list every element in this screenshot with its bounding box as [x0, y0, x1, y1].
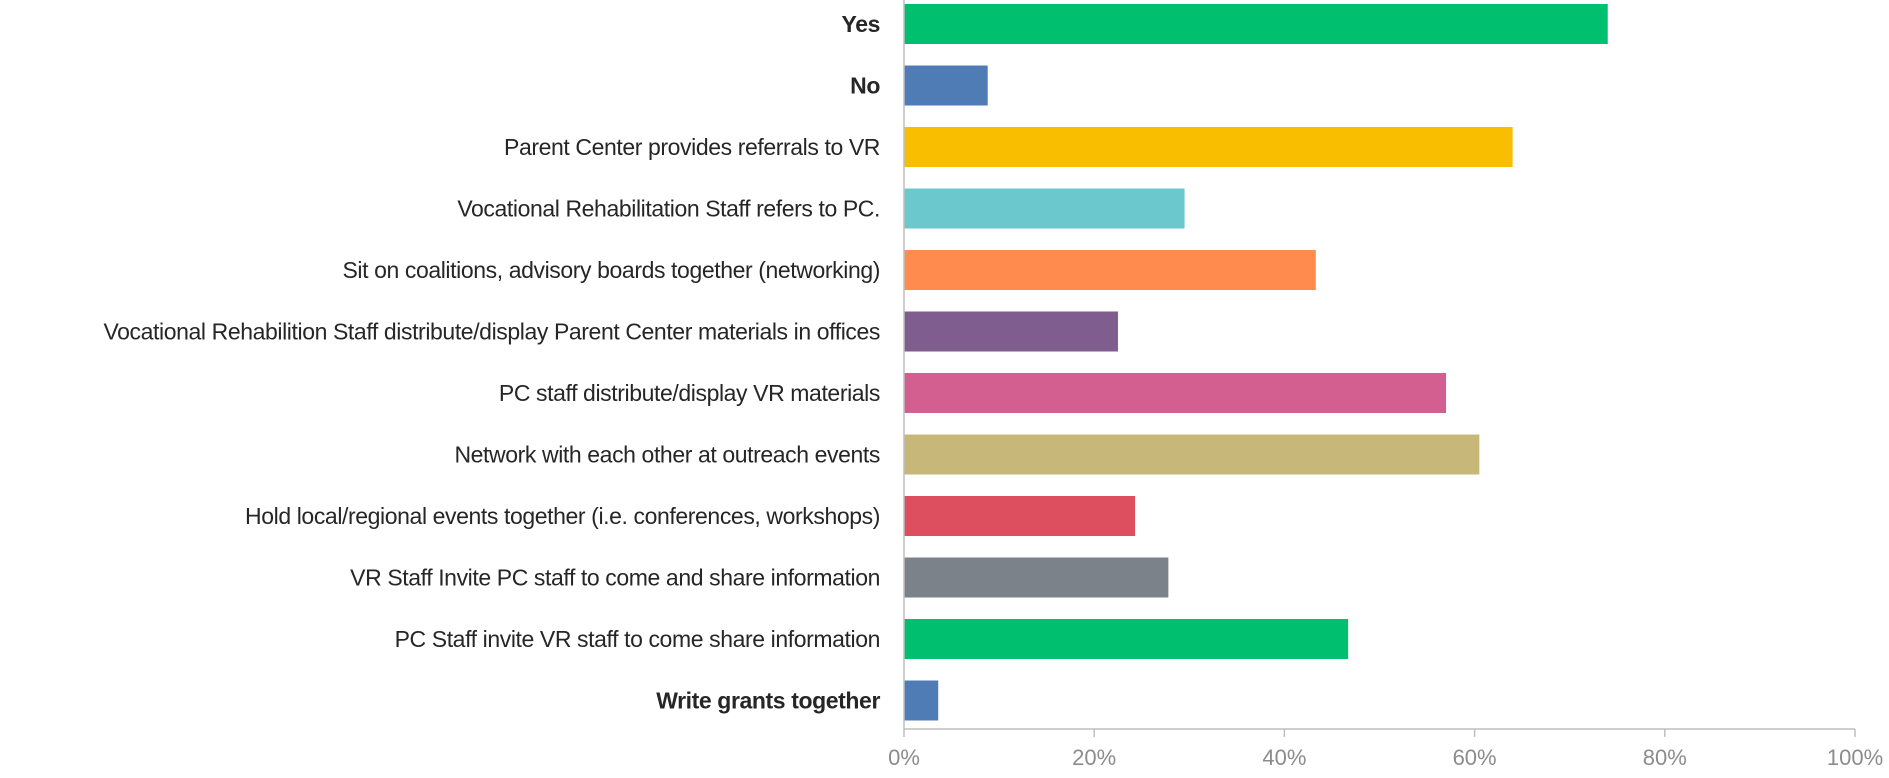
- bar-8: [904, 496, 1136, 536]
- x-tick-label: 80%: [1643, 745, 1687, 770]
- bar-0: [904, 4, 1608, 44]
- bar-9: [904, 557, 1169, 598]
- bar-2: [904, 127, 1513, 167]
- category-label: VR Staff Invite PC staff to come and sha…: [350, 565, 880, 591]
- category-label: Yes: [842, 11, 880, 37]
- x-tick-label: 0%: [888, 745, 920, 770]
- bar-7: [904, 434, 1480, 475]
- x-tick-label: 20%: [1072, 745, 1116, 770]
- category-label: Network with each other at outreach even…: [454, 442, 880, 468]
- category-label: PC staff distribute/display VR materials: [499, 380, 880, 406]
- bar-5: [904, 311, 1118, 352]
- category-label: Vocational Rehabilition Staff distribute…: [103, 319, 880, 345]
- x-tick-label: 40%: [1262, 745, 1306, 770]
- category-label: No: [850, 73, 880, 99]
- category-label: Sit on coalitions, advisory boards toget…: [342, 257, 880, 283]
- bar-4: [904, 250, 1316, 290]
- x-tick-label: 60%: [1453, 745, 1497, 770]
- category-label: PC Staff invite VR staff to come share i…: [395, 626, 880, 652]
- x-tick-label: 100%: [1827, 745, 1883, 770]
- category-label: Parent Center provides referrals to VR: [504, 134, 880, 160]
- bar-11: [904, 680, 939, 721]
- bar-3: [904, 188, 1185, 229]
- category-label: Write grants together: [656, 688, 880, 714]
- category-label: Hold local/regional events together (i.e…: [245, 503, 880, 529]
- category-labels: Yes No Parent Center provides referrals to…: [103, 11, 880, 714]
- bar-10: [904, 619, 1349, 659]
- bar-6: [904, 373, 1447, 413]
- bars-layer: [904, 4, 1608, 721]
- category-label: Vocational Rehabilitation Staff refers t…: [457, 196, 880, 222]
- x-axis: 0% 20% 40% 60% 80% 100%: [888, 0, 1883, 770]
- bar-1: [904, 65, 988, 106]
